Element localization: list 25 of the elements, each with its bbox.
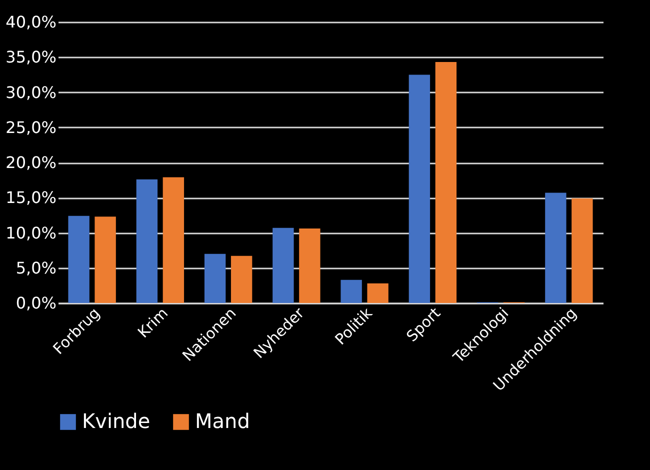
bar — [272, 228, 294, 303]
bar — [367, 283, 388, 303]
bar — [162, 177, 184, 303]
legend-label: Kvinde — [82, 409, 150, 433]
y-tick-label: 15,0% — [6, 188, 56, 208]
bar — [572, 198, 593, 303]
y-tick-label: 5,0% — [16, 258, 56, 278]
bar — [136, 179, 158, 303]
y-tick-label: 30,0% — [6, 82, 56, 102]
bar — [68, 216, 90, 303]
y-tick-label: 40,0% — [6, 12, 56, 32]
legend-label: Mand — [195, 409, 250, 433]
y-tick-label: 25,0% — [6, 118, 56, 137]
y-tick-label: 20,0% — [6, 153, 56, 172]
bar — [204, 254, 226, 303]
y-tick-label: 10,0% — [6, 223, 56, 242]
y-tick-label: 35,0% — [6, 48, 56, 67]
bar — [230, 256, 252, 303]
bar — [545, 192, 566, 303]
bar — [435, 62, 457, 303]
bar — [299, 228, 320, 303]
bar — [94, 216, 116, 303]
bar — [408, 74, 430, 303]
y-tick-label: 0,0% — [16, 294, 56, 312]
bar — [340, 280, 362, 303]
